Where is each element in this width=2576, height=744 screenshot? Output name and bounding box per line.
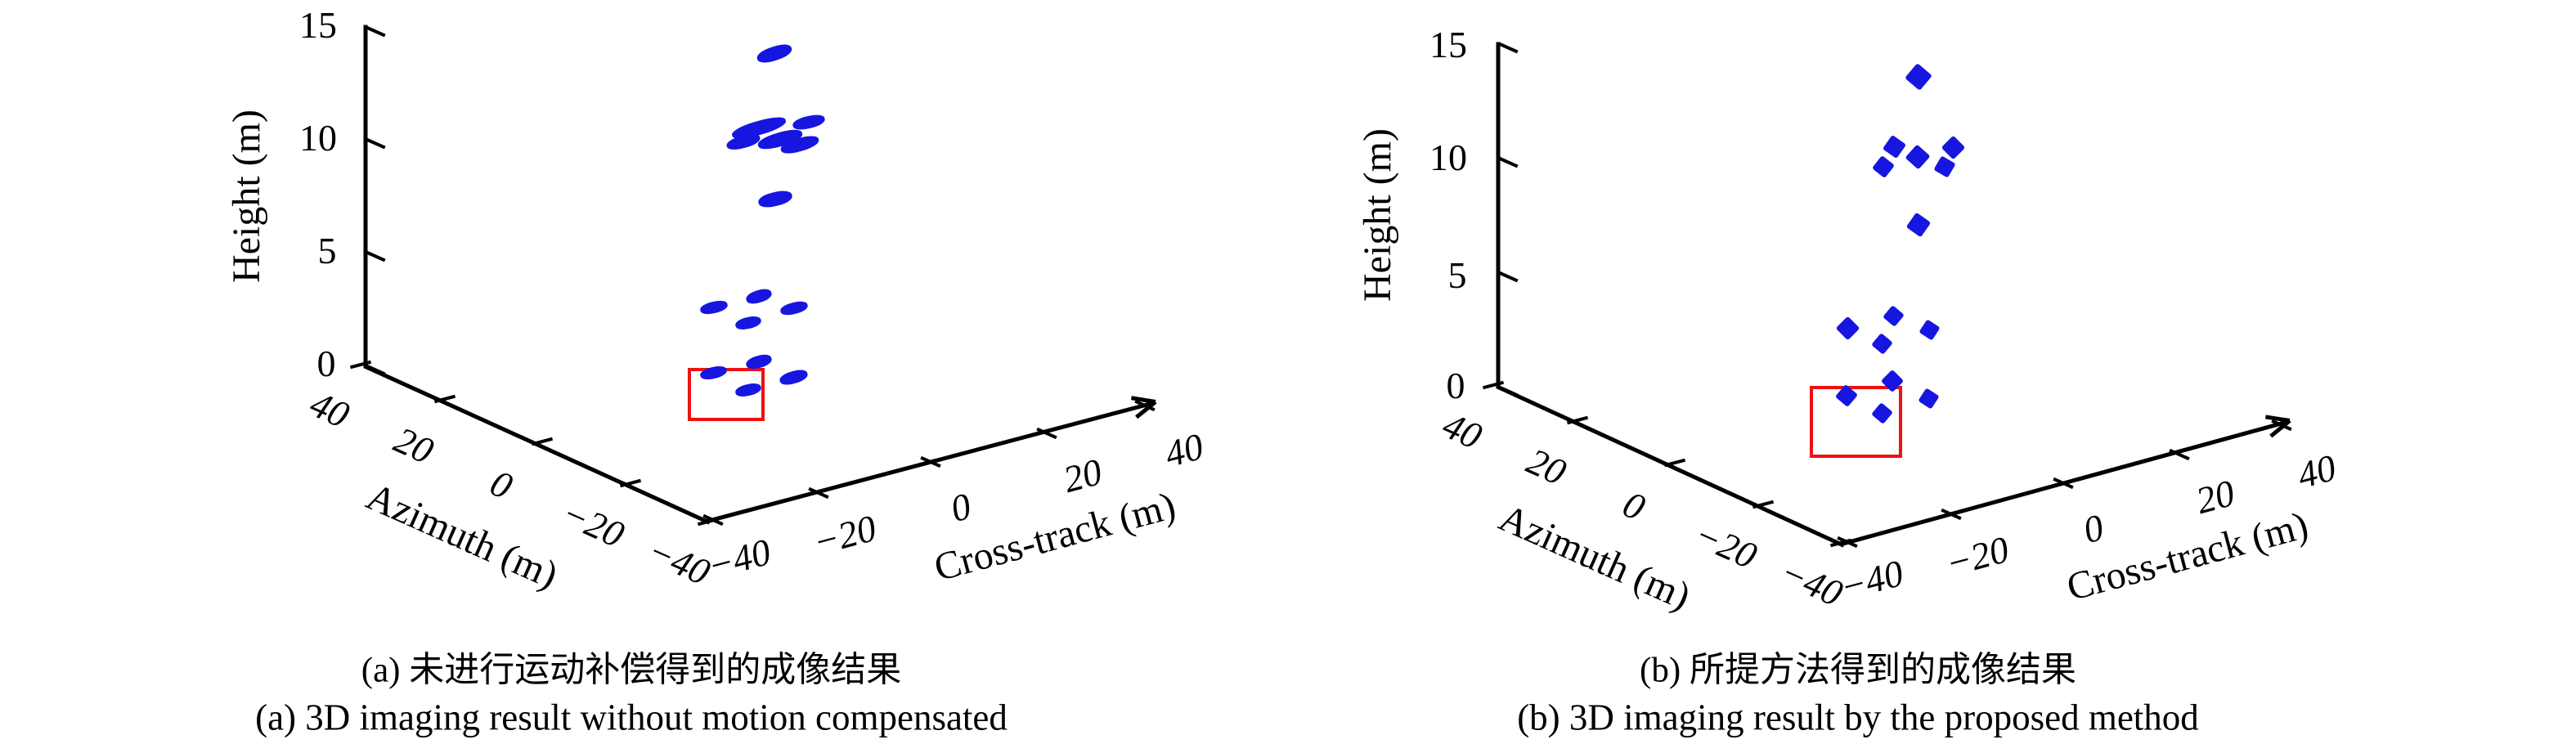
highlight-box xyxy=(1810,386,1902,458)
azimuth-tick-label: −40 xyxy=(1774,550,1849,615)
cross-track-tick-label: −40 xyxy=(1836,551,1908,609)
height-tick xyxy=(1497,385,1519,397)
scatter-point xyxy=(1905,212,1932,238)
azimuth-tick-label: 0 xyxy=(1617,482,1652,529)
cross-track-tick-label: −20 xyxy=(1941,527,2013,585)
height-tick-label: 10 xyxy=(299,117,337,159)
height-tick-label: 5 xyxy=(1447,254,1467,296)
azimuth-tick-label: 40 xyxy=(1436,403,1488,458)
height-tick-label: 5 xyxy=(317,230,337,271)
height-tick-label: 0 xyxy=(1446,365,1465,406)
height-tick xyxy=(1497,156,1519,168)
height-tick-label: 10 xyxy=(1429,137,1467,178)
azimuth-tick-label: 20 xyxy=(1520,439,1573,494)
caption-chinese: (b) 所提方法得到的成像结果 xyxy=(1640,651,2076,690)
height-tick-label: 15 xyxy=(1429,24,1467,65)
height-tick-label: 0 xyxy=(316,343,336,384)
height-tick xyxy=(1497,42,1519,54)
scatter-point xyxy=(1882,304,1905,327)
cross-track-tick-label: 0 xyxy=(2079,505,2108,552)
height-tick-label: 15 xyxy=(299,4,337,46)
caption-english: (a) 3D imaging result without motion com… xyxy=(255,697,1008,738)
scatter-point xyxy=(1871,155,1896,179)
scatter-point xyxy=(1882,134,1906,159)
scatter-point xyxy=(1918,318,1941,341)
scatter-point xyxy=(1905,63,1932,91)
caption-chinese: (a) 未进行运动补偿得到的成像结果 xyxy=(361,651,902,690)
azimuth-axis-label: Azimuth (m) xyxy=(1492,495,1697,619)
scatter-point xyxy=(1835,316,1860,340)
height-axis-line xyxy=(1496,42,1501,388)
scatter-point xyxy=(1917,387,1940,410)
scatter-point xyxy=(1905,144,1931,170)
scatter-point xyxy=(1870,332,1893,355)
height-tick xyxy=(1497,271,1519,283)
caption-english: (b) 3D imaging result by the proposed me… xyxy=(1517,697,2199,738)
azimuth-tick-label: −20 xyxy=(1688,513,1763,577)
height-axis-label: Height (m) xyxy=(1356,128,1399,302)
cross-track-tick-label: 40 xyxy=(2293,446,2340,497)
scatter-point xyxy=(1941,135,1965,159)
cross-track-tick-label: 20 xyxy=(2192,471,2239,522)
